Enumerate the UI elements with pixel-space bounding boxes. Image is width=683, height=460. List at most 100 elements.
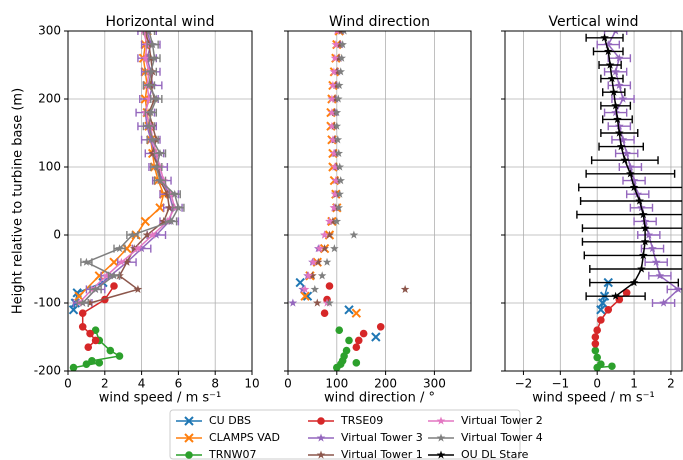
- x-axis-label: wind speed / m s⁻¹: [99, 391, 221, 406]
- marker: [327, 108, 337, 117]
- marker: [115, 244, 124, 253]
- marker: [613, 114, 622, 123]
- marker: [591, 340, 600, 348]
- y-tick-label: 100: [38, 160, 61, 174]
- marker: [310, 284, 320, 293]
- marker: [336, 176, 345, 185]
- marker: [626, 169, 635, 178]
- marker: [144, 80, 154, 89]
- marker: [325, 216, 334, 225]
- marker: [629, 176, 639, 185]
- marker: [330, 244, 339, 253]
- panel-title: Vertical wind: [549, 14, 639, 30]
- marker: [68, 305, 79, 315]
- marker: [152, 162, 161, 171]
- marker: [316, 450, 326, 459]
- marker: [78, 298, 87, 307]
- marker: [314, 257, 323, 266]
- marker: [144, 121, 154, 130]
- x-tick-label: −2: [515, 377, 533, 391]
- marker: [335, 80, 344, 89]
- marker: [607, 74, 617, 83]
- marker: [315, 244, 324, 253]
- marker: [159, 216, 168, 225]
- marker: [128, 230, 137, 239]
- marker: [110, 282, 118, 290]
- marker: [184, 433, 194, 443]
- marker: [605, 60, 615, 69]
- marker: [325, 282, 334, 290]
- marker: [320, 230, 329, 239]
- marker: [185, 451, 193, 459]
- marker: [335, 326, 344, 335]
- y-tick-label: 0: [53, 228, 61, 242]
- marker: [611, 291, 620, 300]
- marker: [122, 243, 132, 254]
- marker: [320, 244, 329, 253]
- marker: [84, 343, 93, 352]
- marker: [322, 257, 332, 266]
- marker: [593, 353, 601, 362]
- marker: [351, 308, 362, 318]
- marker: [400, 284, 410, 293]
- x-axis-label: wind speed / m s⁻¹: [532, 391, 654, 406]
- y-tick-label: 300: [38, 24, 61, 38]
- marker: [376, 323, 385, 331]
- marker: [615, 53, 624, 62]
- marker: [332, 108, 342, 117]
- x-tick-label: 4: [138, 377, 146, 391]
- marker: [345, 336, 353, 345]
- marker: [613, 31, 619, 35]
- marker: [334, 148, 343, 157]
- marker: [94, 271, 104, 281]
- marker: [344, 305, 354, 315]
- marker: [184, 416, 194, 426]
- x-tick-label: 10: [244, 377, 259, 391]
- marker: [130, 244, 139, 253]
- marker: [618, 94, 628, 103]
- marker: [622, 289, 631, 297]
- x-tick-label: 2: [101, 377, 109, 391]
- marker: [349, 230, 359, 239]
- marker: [144, 94, 154, 103]
- marker: [334, 203, 343, 212]
- x-tick-label: 100: [325, 377, 348, 391]
- legend-label: Virtual Tower 3: [341, 431, 423, 444]
- marker: [328, 80, 338, 89]
- marker: [74, 291, 84, 301]
- marker: [82, 360, 91, 369]
- marker: [330, 189, 340, 198]
- x-tick-label: 8: [211, 377, 219, 391]
- marker: [325, 230, 334, 239]
- marker: [148, 230, 157, 239]
- marker: [615, 121, 624, 130]
- marker: [674, 284, 682, 293]
- x-tick-label: 300: [423, 377, 446, 391]
- marker: [109, 257, 119, 267]
- marker: [622, 148, 631, 157]
- marker: [659, 298, 668, 307]
- marker: [331, 40, 341, 49]
- marker: [304, 271, 313, 280]
- marker: [639, 250, 648, 259]
- y-tick-label: -100: [34, 296, 61, 310]
- marker: [146, 108, 156, 117]
- axes-frame: [287, 30, 472, 372]
- marker: [336, 67, 345, 76]
- marker: [86, 329, 94, 338]
- marker: [609, 87, 619, 96]
- marker: [152, 94, 161, 103]
- marker: [320, 309, 329, 318]
- marker: [164, 203, 174, 212]
- marker: [309, 257, 318, 266]
- marker: [596, 305, 606, 315]
- marker: [106, 346, 115, 355]
- y-tick-label: -200: [34, 364, 61, 378]
- marker: [300, 291, 310, 301]
- marker: [88, 357, 96, 365]
- marker: [141, 53, 150, 62]
- marker: [651, 257, 661, 266]
- x-tick-label: 0: [284, 377, 292, 391]
- marker: [334, 31, 340, 35]
